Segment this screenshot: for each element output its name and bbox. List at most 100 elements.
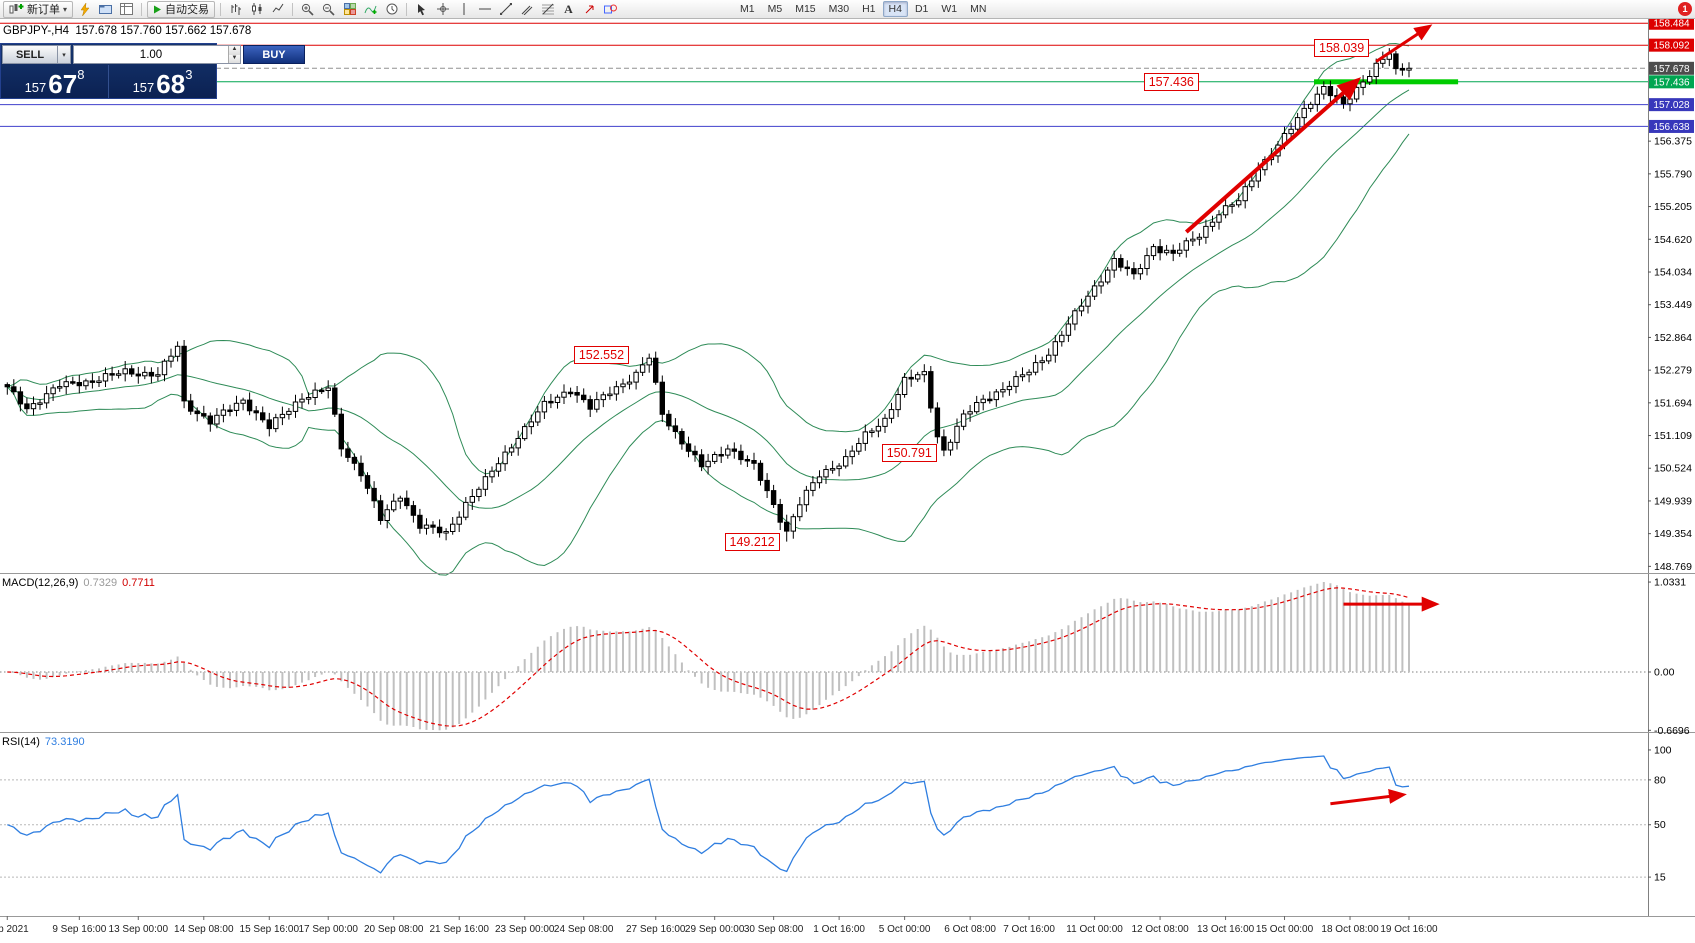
- bar-chart-icon[interactable]: [226, 1, 245, 18]
- spin-up-icon[interactable]: ▲: [229, 46, 240, 55]
- macd-axis-label: 1.0331: [1654, 577, 1686, 589]
- price-axis-tick: 150.524: [1654, 463, 1692, 475]
- timeframe-m1[interactable]: M1: [740, 3, 755, 15]
- trend-arrow[interactable]: [1184, 77, 1362, 234]
- price-tag-label: 158.484: [1653, 19, 1690, 30]
- lot-size-input[interactable]: [74, 46, 228, 63]
- toolbar-separator: [406, 2, 408, 16]
- bollinger-lower-band: [6, 133, 1410, 576]
- price-tag[interactable]: [1649, 75, 1694, 89]
- trend-arrow[interactable]: [1375, 24, 1433, 63]
- lot-size-stepper[interactable]: ▲ ▼: [228, 46, 240, 63]
- timeframe-group: M1 M5 M15 M30 H1 H4 D1 W1 MN: [734, 1, 992, 17]
- macd-histogram: [12, 582, 1410, 731]
- price-tag[interactable]: [1649, 98, 1694, 112]
- profiles-icon[interactable]: [96, 1, 115, 18]
- crosshair-icon[interactable]: [433, 1, 452, 18]
- time-axis-label: 23 Sep 00:00: [495, 924, 555, 935]
- timeframe-w1[interactable]: W1: [941, 3, 958, 15]
- price-axis-tick: 155.790: [1654, 168, 1692, 180]
- price-annotation[interactable]: 150.791: [881, 444, 937, 463]
- time-axis-label: 13 Sep 00:00: [109, 924, 169, 935]
- price-annotation[interactable]: 158.039: [1314, 39, 1370, 58]
- price-tag[interactable]: [1649, 61, 1694, 75]
- line-chart-icon[interactable]: [268, 1, 287, 18]
- time-axis-label: 18 Oct 08:00: [1321, 924, 1379, 935]
- vertical-line-icon[interactable]: [454, 1, 473, 18]
- sell-button[interactable]: SELL: [2, 45, 58, 64]
- time-axis-label: 20 Sep 08:00: [364, 924, 424, 935]
- market-watch-icon[interactable]: [117, 1, 136, 18]
- timeframe-h4[interactable]: H4: [882, 1, 908, 17]
- one-click-trading-panel: SELL ▾ ▲▼ BUY 157 67 8 157 68 3: [0, 43, 305, 99]
- zoom-in-icon[interactable]: [298, 1, 317, 18]
- arrow-tool-icon[interactable]: [580, 1, 599, 18]
- price-axis-tick: 149.354: [1654, 528, 1692, 540]
- sell-price[interactable]: 157 67 8: [1, 65, 109, 98]
- price-tag[interactable]: [1649, 38, 1694, 52]
- price-axis-tick: 153.449: [1654, 299, 1692, 311]
- timeframe-d1[interactable]: D1: [914, 3, 929, 15]
- order-options-dropdown[interactable]: ▾: [58, 45, 71, 64]
- zoom-out-icon[interactable]: [319, 1, 338, 18]
- candlestick-chart-icon[interactable]: [247, 1, 266, 18]
- buy-price-pips: 68: [156, 68, 186, 99]
- macd-axis-label: 0.00: [1654, 667, 1675, 679]
- macd-name: MACD(12,26,9): [2, 577, 79, 589]
- price-annotation[interactable]: 152.552: [573, 345, 630, 364]
- price-axis-tick: 156.375: [1654, 136, 1692, 148]
- new-order-button[interactable]: 新订单 ▾: [3, 0, 74, 18]
- ohlc-quote-line: GBPJPY-,H4 157.678 157.760 157.662 157.6…: [3, 25, 252, 37]
- timeframe-m30[interactable]: M30: [828, 3, 850, 15]
- macd-axis-label: -0.6696: [1654, 725, 1690, 737]
- timeframe-h1[interactable]: H1: [862, 3, 876, 15]
- rsi-arrow[interactable]: [1330, 789, 1407, 806]
- price-tag-label: 156.638: [1653, 122, 1690, 133]
- tile-windows-icon[interactable]: [340, 1, 359, 18]
- macd-signal-line: [7, 587, 1410, 727]
- indicators-icon[interactable]: [361, 1, 380, 18]
- price-axis-tick: 151.109: [1654, 430, 1692, 442]
- play-icon: [153, 5, 162, 14]
- time-axis-label: 7 Oct 16:00: [1003, 924, 1055, 935]
- channel-icon[interactable]: [517, 1, 536, 18]
- notification-badge[interactable]: 1: [1678, 2, 1692, 16]
- price-axis-tick: 151.694: [1654, 397, 1692, 409]
- price-tag[interactable]: [1649, 16, 1694, 30]
- rsi-line: [7, 755, 1410, 874]
- alerts-icon[interactable]: [75, 1, 94, 18]
- macd-main-value: 0.7329: [83, 577, 118, 589]
- periods-icon[interactable]: [382, 1, 401, 18]
- price-axis-tick: 148.769: [1654, 561, 1692, 573]
- trendline-icon[interactable]: [496, 1, 515, 18]
- time-axis-label: 11 Oct 00:00: [1066, 924, 1123, 935]
- fibonacci-icon[interactable]: [538, 1, 557, 18]
- macd-signal-value: 0.7711: [122, 577, 155, 589]
- price-annotation[interactable]: 157.436: [1143, 72, 1199, 91]
- timeframe-m5[interactable]: M5: [767, 3, 783, 15]
- price-tag[interactable]: [1649, 119, 1694, 133]
- toolbar: 新订单 ▾ 自动交易 A M1 M5 M15 M30 H1 H4 D1 W1 MN 1: [0, 0, 1695, 19]
- time-axis-label: 17 Sep 00:00: [298, 924, 358, 935]
- timeframe-mn[interactable]: MN: [970, 3, 987, 15]
- chevron-down-icon: ▾: [63, 4, 68, 14]
- toolbar-separator: [141, 2, 143, 16]
- auto-trading-label: 自动交易: [165, 4, 210, 16]
- support-zone-highlight[interactable]: [1314, 79, 1459, 85]
- time-axis-label: 5 Oct 00:00: [879, 924, 931, 935]
- spin-down-icon[interactable]: ▼: [229, 54, 240, 63]
- text-label-icon[interactable]: A: [564, 1, 573, 16]
- auto-trading-button[interactable]: 自动交易: [147, 0, 216, 18]
- price-axis-tick: 152.279: [1654, 365, 1692, 377]
- horizontal-line-icon[interactable]: [475, 1, 494, 18]
- buy-button[interactable]: BUY: [243, 45, 305, 64]
- timeframe-m15[interactable]: M15: [795, 3, 816, 15]
- price-tag-label: 157.028: [1653, 100, 1690, 111]
- time-axis-label: 29 Sep 00:00: [685, 924, 745, 935]
- price-annotation[interactable]: 149.212: [724, 532, 780, 551]
- buy-price[interactable]: 157 68 3: [109, 65, 216, 98]
- lot-size-box: ▲▼: [73, 45, 241, 64]
- cursor-icon[interactable]: [412, 1, 431, 18]
- shapes-icon[interactable]: [601, 1, 620, 18]
